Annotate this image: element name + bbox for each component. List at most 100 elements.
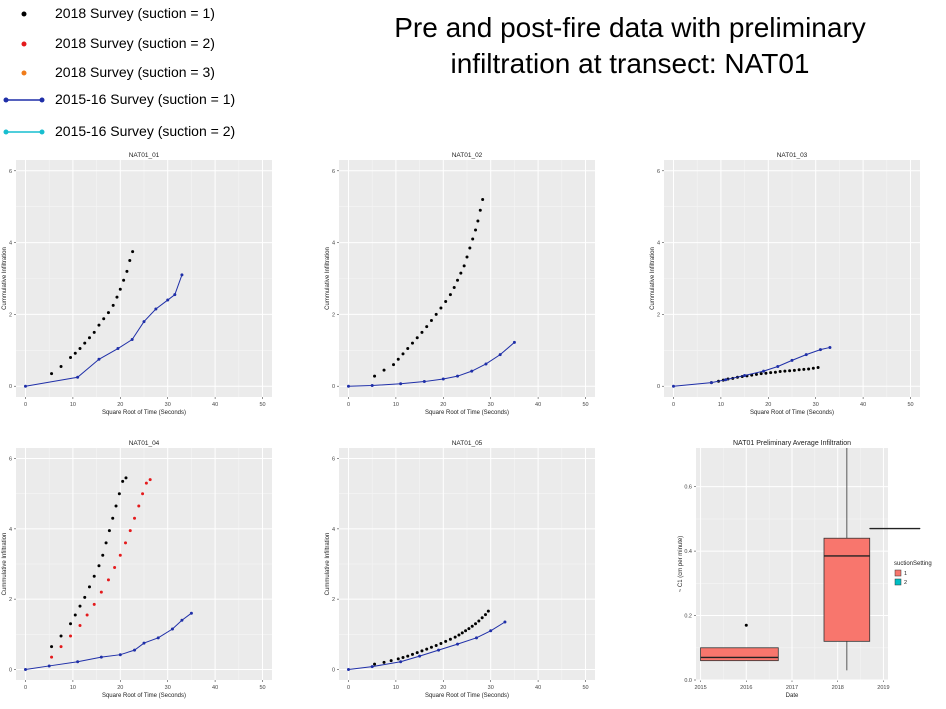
x-tick-label: 0 bbox=[24, 685, 27, 691]
data-point bbox=[401, 656, 405, 660]
legend-label: 1 bbox=[904, 571, 907, 577]
data-point bbox=[410, 341, 414, 345]
data-point bbox=[87, 336, 91, 340]
data-point bbox=[148, 478, 152, 482]
chart-nat01-04-svg: 0 10 20 30 40 50 0 2 4 6 NAT01_04 Square Root of Ti… bbox=[2, 440, 272, 699]
x-tick-label: 10 bbox=[70, 685, 76, 691]
legend-marker bbox=[3, 129, 45, 135]
box-body bbox=[823, 537, 871, 642]
data-point bbox=[124, 541, 128, 545]
x-tick-label: 0 bbox=[672, 402, 675, 408]
data-point bbox=[111, 303, 115, 307]
series-point bbox=[776, 364, 780, 368]
y-tick-label: 2 bbox=[657, 312, 660, 318]
series-point bbox=[818, 348, 822, 352]
data-point bbox=[137, 504, 141, 508]
data-point bbox=[467, 627, 471, 631]
data-point bbox=[106, 311, 110, 315]
series-point bbox=[804, 353, 808, 357]
legend-marker bbox=[3, 97, 45, 103]
legend-label: 2015-16 Survey (suction = 2) bbox=[55, 123, 236, 139]
series-point bbox=[180, 618, 184, 622]
x-tick-label: 2018 bbox=[832, 685, 844, 691]
data-point bbox=[468, 246, 472, 250]
data-point bbox=[464, 629, 468, 633]
series-point bbox=[142, 320, 146, 324]
data-point bbox=[59, 634, 63, 638]
chart-nat01-01-svg: 0 10 20 30 40 50 0 2 4 6 NAT01_01 Square Root of Ti… bbox=[2, 152, 272, 416]
y-tick-label: 0 bbox=[332, 667, 335, 673]
x-tick-label: 0 bbox=[347, 685, 350, 691]
data-point bbox=[107, 529, 111, 533]
legend-item-2015-16-suction-1: 2015-16 Survey (suction = 1) bbox=[0, 89, 260, 111]
x-axis-label: Square Root of Time (Seconds) bbox=[102, 693, 186, 699]
data-point bbox=[102, 317, 106, 321]
x-tick-label: 20 bbox=[440, 685, 446, 691]
series-point bbox=[170, 627, 174, 631]
series-point bbox=[498, 353, 502, 357]
data-point bbox=[434, 644, 438, 648]
x-tick-label: 20 bbox=[440, 402, 446, 408]
data-point bbox=[128, 259, 132, 263]
x-axis-label: Square Root of Time (Seconds) bbox=[102, 410, 186, 416]
y-axis-label: Cummulative Infiltration bbox=[2, 533, 8, 596]
data-point bbox=[471, 237, 475, 241]
y-tick-label: 0 bbox=[9, 384, 12, 390]
y-tick-label: 0.4 bbox=[684, 549, 692, 555]
data-point bbox=[420, 330, 424, 334]
data-point bbox=[50, 645, 54, 649]
series-point bbox=[346, 667, 350, 671]
series-point bbox=[156, 636, 160, 640]
x-tick-label: 30 bbox=[488, 685, 494, 691]
series-point bbox=[346, 384, 350, 388]
series-point bbox=[97, 357, 101, 361]
data-point bbox=[141, 492, 145, 496]
data-point bbox=[462, 264, 466, 268]
legend-marker bbox=[21, 41, 27, 47]
data-point bbox=[144, 481, 148, 485]
x-tick-label: 10 bbox=[393, 402, 399, 408]
series-point bbox=[116, 347, 120, 351]
data-point bbox=[92, 602, 96, 606]
data-point bbox=[478, 208, 482, 212]
data-point bbox=[101, 553, 105, 557]
x-tick-label: 10 bbox=[393, 685, 399, 691]
x-tick-label: 10 bbox=[718, 402, 724, 408]
data-point bbox=[50, 655, 54, 659]
data-point bbox=[59, 364, 63, 368]
y-tick-label: 6 bbox=[332, 169, 335, 175]
x-tick-label: 40 bbox=[535, 685, 541, 691]
y-tick-label: 6 bbox=[332, 457, 335, 463]
y-tick-label: 4 bbox=[332, 241, 335, 247]
data-point bbox=[439, 306, 443, 310]
x-tick-label: 50 bbox=[582, 402, 588, 408]
data-point bbox=[476, 219, 480, 223]
y-tick-label: 2 bbox=[9, 312, 12, 318]
legend-marker bbox=[21, 11, 27, 17]
x-tick-label: 30 bbox=[813, 402, 819, 408]
series-point bbox=[422, 380, 426, 384]
y-axis-label: Cummulative Infiltration bbox=[2, 247, 8, 310]
data-point bbox=[97, 323, 101, 327]
series-point bbox=[743, 373, 747, 377]
data-point bbox=[73, 613, 77, 617]
x-axis-label: Square Root of Time (Seconds) bbox=[750, 410, 834, 416]
data-point bbox=[429, 319, 433, 323]
data-point bbox=[457, 633, 461, 637]
x-tick-label: 20 bbox=[117, 685, 123, 691]
data-point bbox=[118, 287, 122, 291]
data-point bbox=[69, 622, 73, 626]
chart-nat01-03: 0 10 20 30 40 50 0 2 4 6 NAT01_03 Square Root of Ti… bbox=[648, 148, 946, 426]
data-point bbox=[382, 660, 386, 664]
chart-title: NAT01_04 bbox=[129, 440, 160, 447]
series-point bbox=[671, 384, 675, 388]
chart-title: NAT01 Preliminary Average Infiltration bbox=[733, 440, 851, 447]
data-point bbox=[474, 622, 478, 626]
data-point bbox=[122, 278, 126, 282]
series-point bbox=[762, 369, 766, 373]
y-axis-label: Cummulative Infiltration bbox=[325, 247, 331, 310]
series-line bbox=[348, 342, 515, 387]
legend-label: 2018 Survey (suction = 3) bbox=[55, 64, 215, 80]
legend-key bbox=[894, 578, 902, 586]
x-tick-label: 20 bbox=[765, 402, 771, 408]
